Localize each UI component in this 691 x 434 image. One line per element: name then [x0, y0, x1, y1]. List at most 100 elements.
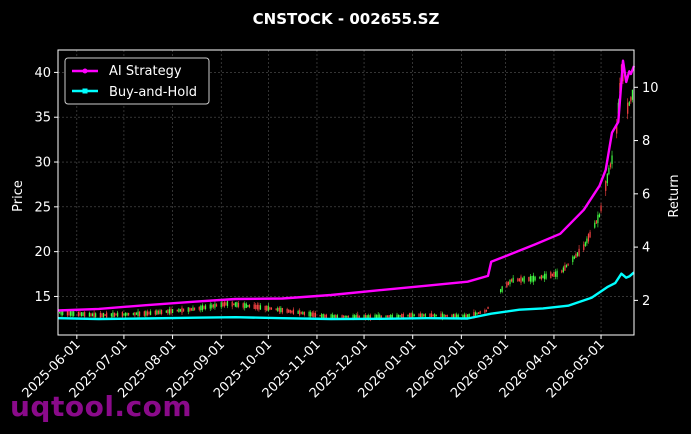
candle-body — [299, 310, 301, 316]
candle-body — [102, 313, 105, 318]
candle-body — [369, 315, 371, 319]
candle-body — [335, 314, 337, 319]
candle-body — [368, 315, 370, 319]
candle-body — [110, 313, 112, 317]
candle-body — [462, 314, 464, 318]
candle-body — [510, 279, 513, 282]
candle-body — [198, 306, 200, 310]
candle-body — [594, 222, 596, 228]
candle-body — [390, 314, 392, 318]
candle-body — [506, 282, 508, 288]
candle-body — [132, 313, 134, 315]
candle-body — [336, 315, 338, 318]
candle-body — [154, 310, 156, 315]
candle-body — [465, 314, 467, 318]
candle-body — [376, 315, 378, 319]
candle-body — [611, 155, 613, 165]
candle-body — [521, 278, 524, 281]
y-left-tick-label: 15 — [34, 290, 51, 305]
candle-body — [388, 315, 390, 318]
y-left-tick-label: 35 — [34, 111, 51, 126]
candle-body — [91, 313, 94, 317]
candle-body — [399, 315, 401, 317]
candle-body — [556, 270, 558, 278]
candle-body — [157, 310, 160, 314]
candle-body — [278, 307, 280, 312]
candle-body — [234, 302, 236, 307]
candle-body — [181, 307, 183, 313]
candle-body — [267, 305, 269, 311]
candle-body — [440, 313, 442, 318]
candle-body — [95, 313, 97, 317]
candle-body — [313, 312, 315, 317]
candle-body — [104, 314, 106, 316]
candle-body — [627, 102, 629, 114]
candle-body — [190, 308, 193, 311]
candle-body — [429, 313, 431, 318]
candle-body — [365, 314, 367, 319]
candle-body — [121, 312, 123, 317]
candle-body — [215, 304, 218, 307]
candle-body — [445, 314, 447, 317]
candle-body — [539, 276, 541, 279]
candle-body — [171, 309, 174, 314]
candle-body — [474, 312, 477, 316]
candle-body — [550, 272, 552, 279]
candle-body — [379, 314, 381, 319]
candle-body — [69, 311, 72, 316]
candle-body — [578, 248, 580, 256]
candle-body — [499, 289, 502, 293]
candle-body — [310, 312, 312, 317]
candle-body — [264, 305, 266, 310]
candle-body — [253, 304, 255, 309]
candle-body — [223, 301, 225, 307]
candle-body — [561, 270, 563, 273]
watermark-text: uqtool.com — [10, 390, 193, 423]
candle-body — [167, 309, 169, 314]
candle-body — [124, 312, 127, 317]
candle-body — [564, 265, 566, 271]
candle-body — [430, 313, 433, 318]
candle-body — [509, 279, 511, 285]
candle-body — [303, 311, 306, 315]
candle-body — [212, 304, 214, 308]
candle-body — [90, 313, 92, 317]
candle-body — [182, 308, 185, 312]
candle-body — [165, 310, 167, 313]
candle-body — [363, 315, 365, 319]
candle-body — [149, 311, 152, 315]
candle-body — [479, 311, 481, 314]
candle-body — [456, 314, 458, 318]
candle-body — [562, 267, 564, 272]
candle-body — [192, 307, 194, 311]
candle-body — [344, 315, 346, 318]
candle-body — [553, 271, 555, 278]
candle-body — [187, 307, 189, 312]
line-ai-strategy — [57, 59, 636, 312]
candle-body — [554, 271, 557, 277]
candle-body — [270, 307, 273, 310]
candle-body — [266, 305, 268, 311]
candle-body — [473, 312, 475, 317]
candle-body — [457, 314, 459, 318]
candle-body — [595, 220, 597, 224]
candle-body — [225, 302, 227, 306]
candle-body — [567, 263, 569, 266]
candle-body — [410, 313, 412, 318]
candle-body — [204, 305, 207, 310]
candle-body — [248, 304, 251, 308]
candle-body — [386, 315, 389, 318]
y-left-tick-label: 40 — [34, 66, 51, 81]
candle-body — [281, 307, 284, 313]
candle-body — [476, 312, 478, 315]
candle-body — [402, 313, 404, 318]
candle-body — [113, 312, 116, 317]
legend-label-buy-and-hold: Buy-and-Hold — [109, 85, 197, 100]
candle-body — [117, 312, 119, 317]
candle-body — [385, 315, 387, 318]
candle-body — [432, 314, 434, 317]
line-series — [57, 59, 636, 321]
candle-body — [60, 310, 62, 315]
candle-body — [343, 315, 345, 318]
